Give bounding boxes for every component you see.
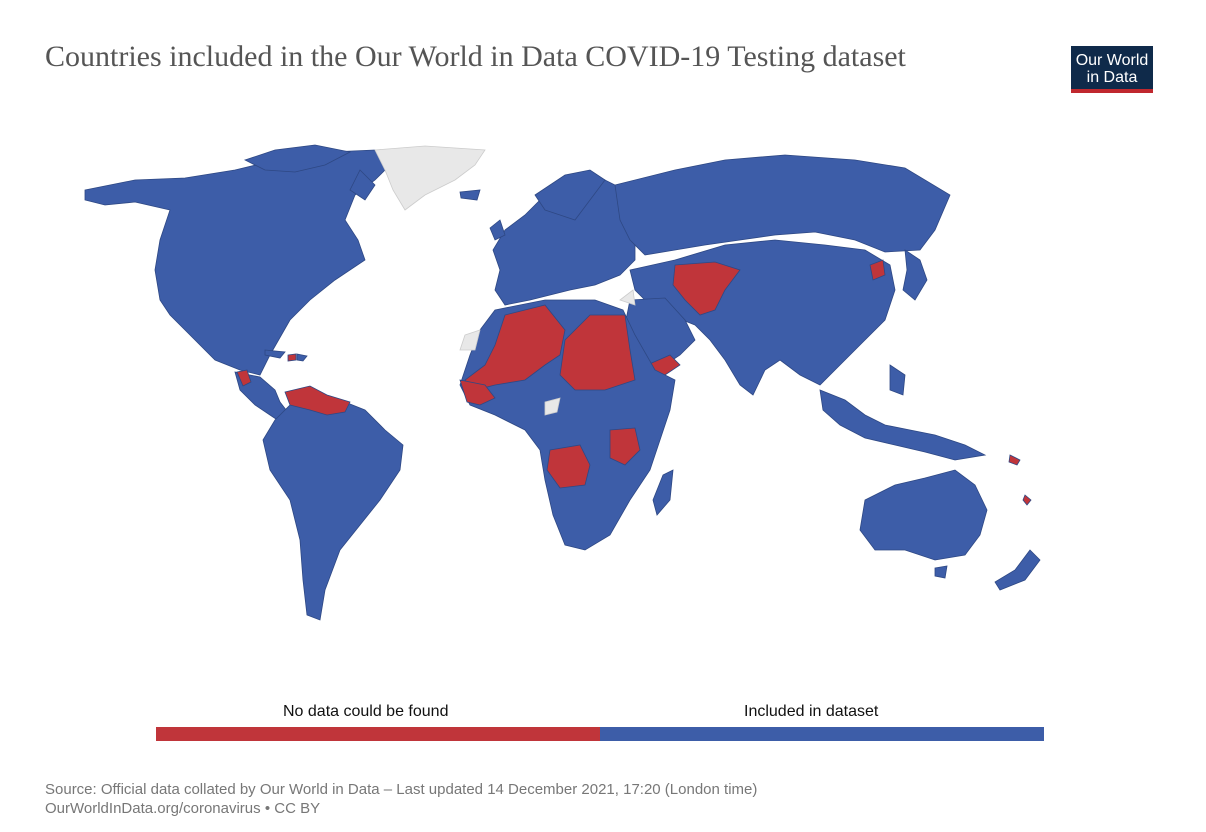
region-south-america[interactable] [262,397,404,621]
source-note: Source: Official data collated by Our Wo… [45,780,757,818]
country-haiti[interactable] [287,353,297,362]
logo-line-2: in Data [1086,69,1138,86]
chart-title: Countries included in the Our World in D… [45,40,906,73]
country-angola[interactable] [546,444,591,489]
region-russia[interactable] [614,154,951,256]
region-canadian-islands[interactable] [243,144,376,201]
region-no-data-east-sahara[interactable] [559,314,636,391]
country-tanzania[interactable] [609,427,641,466]
country-north-korea[interactable] [869,259,886,281]
source-line: Source: Official data collated by Our Wo… [45,781,758,798]
region-no-data-west-africa[interactable] [459,379,496,406]
region-scandinavia[interactable] [534,169,606,221]
region-no-data-sahel[interactable] [464,304,566,391]
region-missing-africa [459,289,636,416]
legend-label-no-data: No data could be found [283,703,449,720]
country-afghanistan[interactable] [672,261,741,316]
legend-swatch-included[interactable] [600,727,1044,741]
region-australia[interactable] [859,469,988,561]
region-pacific-no-data[interactable] [1008,454,1032,506]
region-japan[interactable] [902,249,928,301]
region-iceland-uk[interactable] [459,189,506,241]
country-venezuela[interactable] [284,385,351,416]
world-map[interactable] [75,140,1085,630]
region-madagascar[interactable] [652,469,674,516]
region-southeast-asia[interactable] [819,389,987,461]
legend: No data could be found Included in datas… [156,700,1044,742]
region-tasmania[interactable] [934,565,948,579]
region-new-zealand[interactable] [994,549,1041,591]
region-greenland [374,145,486,211]
country-guatemala[interactable] [236,369,252,387]
legend-swatch-no-data[interactable] [156,727,600,741]
logo-line-1: Our World [1075,52,1149,69]
region-caribbean[interactable] [264,349,308,362]
legend-label-included: Included in dataset [744,703,879,720]
region-philippines[interactable] [889,364,906,396]
region-north-america[interactable] [84,149,396,376]
source-link-line[interactable]: OurWorldInData.org/coronavirus • CC BY [45,800,321,817]
owid-logo[interactable]: Our World in Data [1071,46,1153,93]
